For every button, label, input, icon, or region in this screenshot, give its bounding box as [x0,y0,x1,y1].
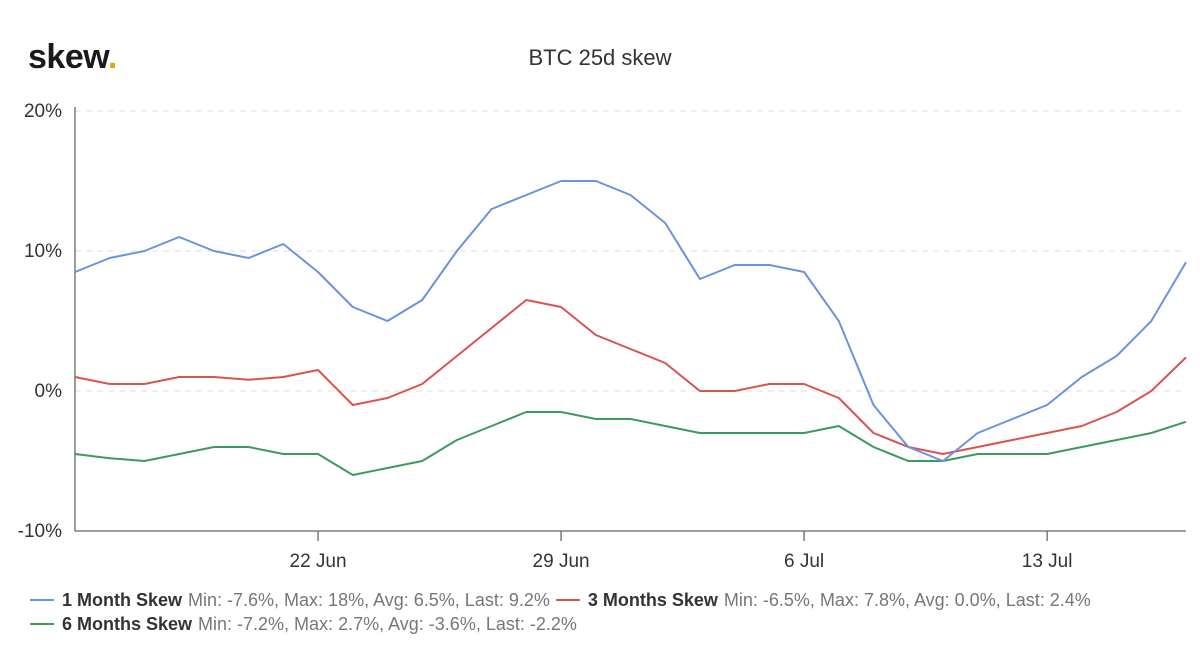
legend-series-stats: Min: -7.6%, Max: 18%, Avg: 6.5%, Last: 9… [188,589,550,610]
logo-dot: . [107,38,117,76]
legend-swatch-3-months [555,599,580,601]
x-tick-label: 6 Jul [784,551,824,572]
skew-logo: skew. [28,38,117,77]
x-tick-label: 29 Jun [533,551,590,572]
series-line-6-months-skew [74,411,1187,476]
legend-series-name: 3 Months Skew [587,589,718,610]
series-line-1-month-skew [74,180,1187,462]
legend-series-stats: Min: -6.5%, Max: 7.8%, Avg: 0.0%, Last: … [723,589,1091,610]
legend-swatch-6-months [30,623,54,625]
legend-item-1-month[interactable]: 1 Month Skew Min: -7.6%, Max: 18%, Avg: … [30,590,550,611]
y-tick-label: -10% [18,521,62,542]
legend-row-1: 1 Month Skew Min: -7.6%, Max: 18%, Avg: … [30,588,1097,612]
legend-series-name: 6 Months Skew [62,613,193,634]
series-line-3-months-skew [74,299,1187,455]
legend-row-2: 6 Months Skew Min: -7.2%, Max: 2.7%, Avg… [30,612,1097,636]
x-tick-label: 22 Jun [290,551,347,572]
legend-series-stats: Min: -7.2%, Max: 2.7%, Avg: -3.6%, Last:… [198,613,577,634]
legend-item-3-months[interactable]: 3 Months Skew Min: -6.5%, Max: 7.8%, Avg… [555,589,1091,611]
y-tick-label: 0% [35,381,63,402]
x-tick-label: 13 Jul [1022,551,1073,572]
legend-swatch-1-month [30,599,54,601]
legend-item-6-months[interactable]: 6 Months Skew Min: -7.2%, Max: 2.7%, Avg… [30,614,577,635]
y-tick-label: 10% [24,241,62,262]
legend-series-name: 1 Month Skew [62,589,183,610]
chart-legend: 1 Month Skew Min: -7.6%, Max: 18%, Avg: … [30,588,1097,636]
y-tick-label: 20% [24,101,62,122]
chart-title: BTC 25d skew [528,45,672,70]
logo-text: skew [28,38,108,76]
